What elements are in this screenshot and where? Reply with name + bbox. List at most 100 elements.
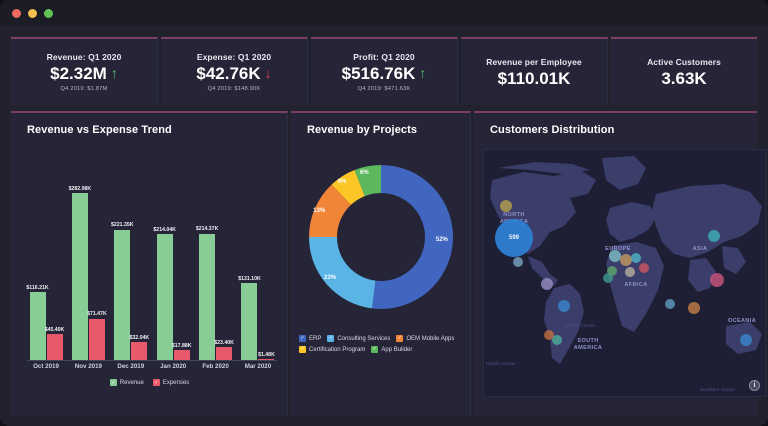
- donut-slice[interactable]: [309, 184, 351, 237]
- bar-group[interactable]: $221.35K $32.04K: [111, 222, 150, 361]
- donut-slice[interactable]: [331, 170, 365, 205]
- map-bubble[interactable]: [609, 250, 621, 262]
- legend-swatch: ✓: [396, 335, 404, 342]
- kpi-value: $42.76K: [196, 63, 261, 83]
- map-bubble[interactable]: [631, 253, 641, 263]
- kpi-card-active-customers[interactable]: Active Customers 3.63K: [611, 37, 757, 105]
- bar-exp[interactable]: $45.40K: [45, 327, 64, 361]
- map-bubble[interactable]: [513, 257, 523, 267]
- x-axis-tick-label: Nov 2019: [74, 363, 102, 370]
- bar-exp[interactable]: $32.04K: [129, 335, 149, 361]
- bar-value-label: $32.04K: [129, 334, 150, 341]
- bar-value-label: $17.88K: [171, 342, 192, 349]
- bar-rev[interactable]: $214.37K: [196, 226, 218, 361]
- bar-exp[interactable]: $71.47K: [87, 311, 107, 361]
- trend-up-icon: ↑: [110, 65, 118, 82]
- panel-revenue-vs-expense: Revenue vs Expense Trend $116.21K $45.40K…: [11, 111, 288, 416]
- kpi-value: 3.63K: [661, 68, 707, 88]
- bar-rev[interactable]: $214.04K: [153, 227, 176, 361]
- donut-chart-legend: ✓ ERP ✓ Consulting Services ✓ OEM Mobile Apps…: [299, 335, 469, 353]
- bar-value-label: $221.35K: [111, 222, 134, 229]
- donut-slice[interactable]: [371, 165, 454, 309]
- x-axis-line: [27, 360, 277, 361]
- panel-customers-distribution: Customers Distribution: [474, 111, 766, 416]
- map-ocean-label: Southern Ocean: [700, 388, 735, 393]
- donut-slice-label: 6%: [337, 178, 347, 185]
- x-axis-tick-label: Feb 2020: [202, 363, 229, 370]
- legend-item[interactable]: ✓ Consulting Services: [327, 335, 390, 342]
- map-bubble[interactable]: [625, 267, 635, 277]
- map-continent-label: OCEANIA: [727, 318, 757, 324]
- legend-label: Consulting Services: [337, 335, 391, 342]
- minimize-window-icon[interactable]: [28, 8, 37, 18]
- panel-revenue-by-projects: Revenue by Projects 52% 23% 13% 6% 6% ✓ ERP ✓ C…: [291, 111, 471, 416]
- kpi-subtext: Q4 2019: $148.90K: [207, 86, 261, 93]
- donut-slice-label: 23%: [323, 275, 336, 282]
- map-bubble[interactable]: [665, 299, 675, 309]
- kpi-card-revenue[interactable]: Revenue: Q1 2020 $2.32M ↑ Q4 2019: $1.87…: [11, 37, 158, 105]
- kpi-card-revenue-per-employee[interactable]: Revenue per Employee $110.01K: [461, 37, 608, 105]
- bar-rev[interactable]: $282.98K: [69, 186, 91, 361]
- legend-swatch: ✓: [327, 335, 335, 342]
- donut-slice[interactable]: [354, 165, 381, 197]
- bar-group[interactable]: $131.10K $1.48K: [238, 276, 277, 361]
- panel-title: Revenue by Projects: [307, 124, 418, 136]
- map-bubble[interactable]: [544, 330, 554, 340]
- legend-swatch-expenses: ✓: [152, 379, 160, 386]
- bar-group[interactable]: $116.21K $45.40K: [26, 285, 65, 361]
- bar-rev[interactable]: $221.35K: [111, 222, 134, 361]
- bar-groups: $116.21K $45.40K $282.98K $71.47K $221.35K $3…: [26, 166, 277, 361]
- kpi-label: Revenue: Q1 2020: [46, 51, 122, 62]
- legend-item-expenses[interactable]: ✓ Expenses: [152, 379, 190, 386]
- legend-item[interactable]: ✓ OEM Mobile Apps: [396, 335, 454, 342]
- info-icon[interactable]: i: [749, 380, 760, 391]
- legend-label: ERP: [309, 335, 322, 342]
- maximize-window-icon[interactable]: [44, 8, 53, 18]
- donut-chart[interactable]: 52% 23% 13% 6% 6%: [291, 147, 471, 327]
- kpi-value-group: $516.76K ↑: [342, 64, 427, 83]
- kpi-value: $110.01K: [497, 68, 571, 88]
- map-bubble[interactable]: [708, 230, 720, 242]
- bar-group[interactable]: $214.37K $23.40K: [196, 226, 235, 361]
- kpi-label: Active Customers: [647, 56, 721, 67]
- legend-item-revenue[interactable]: ✓ Revenue: [109, 379, 144, 386]
- kpi-subtext: Q4 2019: $1.87M: [60, 86, 108, 93]
- kpi-card-expense[interactable]: Expense: Q1 2020 $42.76K ↓ Q4 2019: $148…: [161, 37, 308, 105]
- map-bubble[interactable]: [639, 263, 649, 273]
- legend-item[interactable]: ✓ ERP: [299, 335, 321, 342]
- map-bubble[interactable]: [607, 266, 617, 276]
- panels-row: Revenue vs Expense Trend $116.21K $45.40K…: [11, 111, 766, 416]
- bar-group[interactable]: $282.98K $71.47K: [69, 186, 107, 361]
- donut-slice[interactable]: [309, 237, 376, 309]
- map-bubble-labeled[interactable]: 599: [495, 219, 533, 257]
- map-bubble[interactable]: [541, 278, 553, 290]
- map-bubble[interactable]: [710, 273, 724, 287]
- map-bubble[interactable]: [740, 334, 752, 346]
- world-bubble-map[interactable]: NORTH AMERICASOUTH AMERICAEUROPEAFRICAAS…: [483, 149, 766, 397]
- map-bubble[interactable]: [620, 254, 632, 266]
- bar-chart-x-axis-labels: Oct 2019 Nov 2019 Dec 2019 Jan 2020 Feb 2020…: [27, 363, 277, 370]
- bar-value-label: $214.37K: [195, 226, 219, 233]
- bar-group[interactable]: $214.04K $17.88K: [153, 227, 192, 361]
- trend-down-icon: ↓: [264, 65, 272, 82]
- map-bubble[interactable]: [603, 273, 613, 283]
- map-bubble[interactable]: [688, 302, 700, 314]
- bar-rev[interactable]: $131.10K: [238, 276, 261, 361]
- legend-item[interactable]: ✓ Certification Program: [299, 346, 365, 353]
- map-bubble[interactable]: [500, 200, 512, 212]
- legend-item[interactable]: ✓ App Builder: [371, 346, 412, 353]
- map-bubble[interactable]: [552, 335, 562, 345]
- kpi-card-profit[interactable]: Profit: Q1 2020 $516.76K ↑ Q4 2019: $471…: [311, 37, 458, 105]
- bar-exp[interactable]: $17.88K: [172, 343, 191, 361]
- bar-rev[interactable]: $116.21K: [26, 285, 49, 361]
- legend-label: Expenses: [162, 379, 190, 386]
- bar-value-label: $131.10K: [238, 275, 261, 282]
- dashboard-canvas: Revenue: Q1 2020 $2.32M ↑ Q4 2019: $1.87…: [0, 26, 768, 426]
- close-window-icon[interactable]: [12, 8, 21, 18]
- bar-chart-plot: $116.21K $45.40K $282.98K $71.47K $221.35K $3…: [26, 151, 277, 361]
- map-bubble[interactable]: [558, 300, 570, 312]
- bar-exp[interactable]: $23.40K: [214, 340, 234, 361]
- kpi-row: Revenue: Q1 2020 $2.32M ↑ Q4 2019: $1.87…: [11, 37, 757, 105]
- kpi-subtext: Q4 2019: $471.63K: [357, 86, 411, 93]
